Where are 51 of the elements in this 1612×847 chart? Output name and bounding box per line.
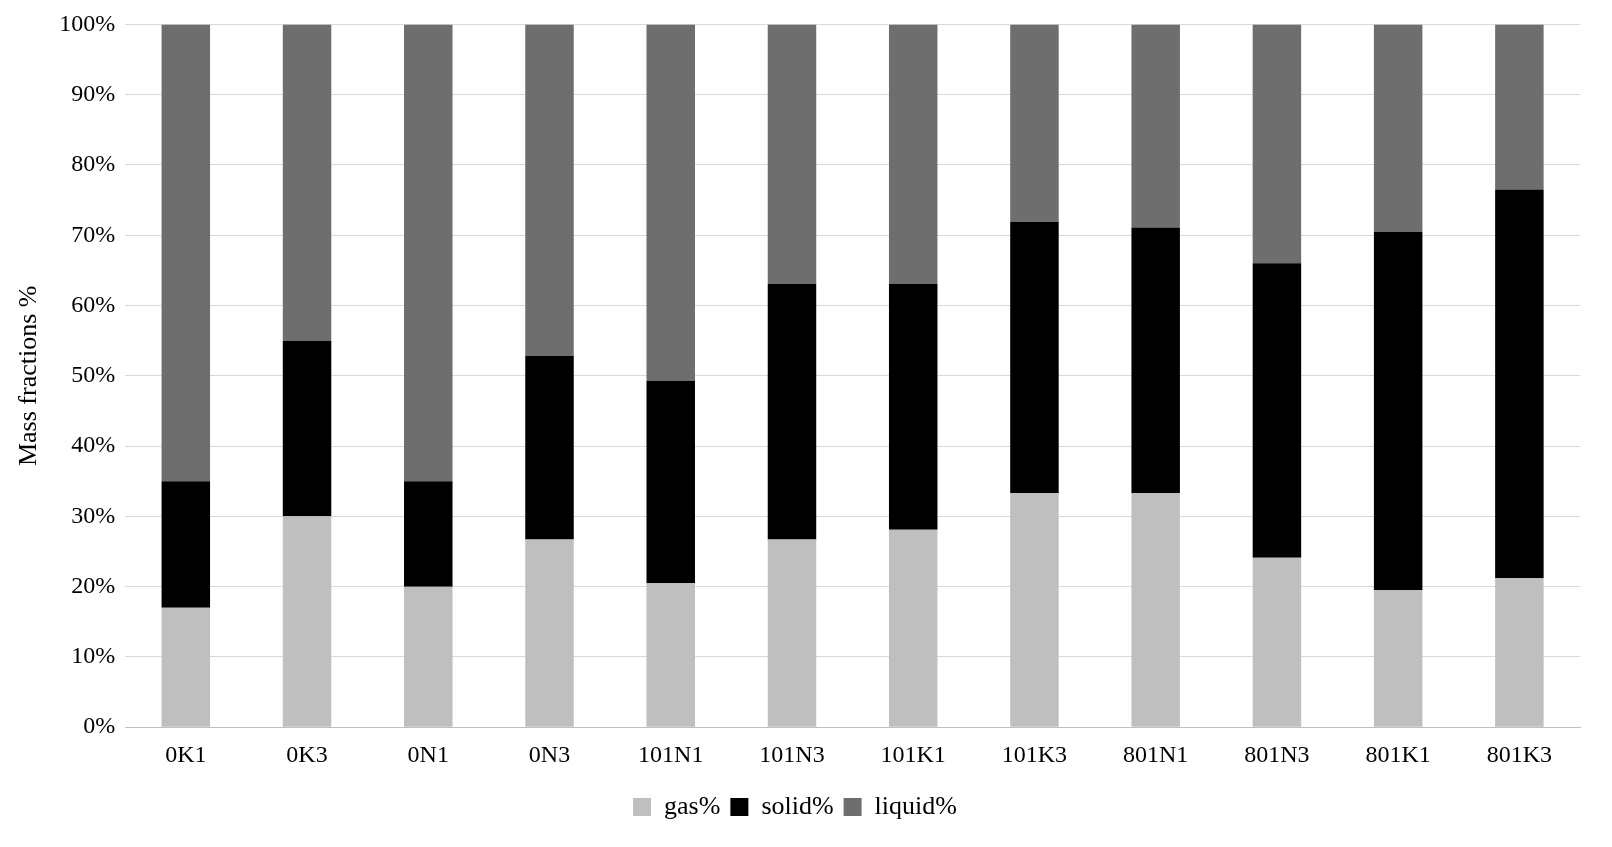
x-tick-label: 801K3 <box>1486 740 1553 767</box>
bar <box>1131 24 1180 228</box>
bar <box>1373 231 1423 591</box>
x-tick-label: 101K3 <box>1001 740 1068 767</box>
y-tick-label: 90% <box>71 79 116 106</box>
bar <box>1495 189 1544 579</box>
bar <box>1131 227 1180 494</box>
y-tick-label: 100% <box>59 9 116 36</box>
x-tick-label: 0N1 <box>407 740 449 767</box>
bar <box>282 24 332 341</box>
x-tick-label: 0K3 <box>286 740 328 767</box>
bar <box>646 380 695 584</box>
y-tick-label: 70% <box>71 220 116 247</box>
bar <box>404 24 453 482</box>
y-tick-label: 80% <box>71 150 116 177</box>
legend-label: liquid% <box>874 790 957 820</box>
x-tick-label: 101K1 <box>880 740 946 767</box>
bar <box>646 24 695 381</box>
y-tick-label: 10% <box>71 642 116 669</box>
bar <box>1010 221 1059 494</box>
bar <box>404 481 453 587</box>
x-tick-label: 101N3 <box>759 740 825 767</box>
x-tick-label: 801N3 <box>1244 740 1310 767</box>
y-axis-title: Mass fractions % <box>13 285 43 467</box>
bar <box>767 283 817 540</box>
bar <box>888 283 938 530</box>
y-tick-label: 0% <box>83 712 116 739</box>
bar <box>1373 24 1423 232</box>
bar <box>525 356 574 540</box>
bar <box>1252 24 1302 264</box>
legend-label: gas% <box>664 790 721 820</box>
bar <box>161 24 211 482</box>
bar <box>767 24 817 284</box>
bar <box>1010 24 1059 222</box>
bar <box>888 24 938 284</box>
bar <box>1252 263 1302 558</box>
y-tick-label: 30% <box>71 501 116 528</box>
y-tick-label: 60% <box>71 290 116 317</box>
bar <box>282 340 332 517</box>
y-tick-label: 50% <box>71 361 116 388</box>
x-tick-label: 101N1 <box>638 740 704 767</box>
bar <box>1495 24 1544 190</box>
x-tick-label: 0N3 <box>528 740 571 767</box>
legend-label: solid% <box>761 790 834 820</box>
x-tick-label: 801N1 <box>1123 740 1189 767</box>
y-tick-label: 20% <box>71 571 116 598</box>
bar <box>161 481 211 608</box>
x-tick-label: 0K1 <box>165 740 207 767</box>
x-tick-label: 801K1 <box>1365 740 1431 767</box>
y-tick-label: 40% <box>71 431 116 458</box>
bar <box>525 24 574 357</box>
